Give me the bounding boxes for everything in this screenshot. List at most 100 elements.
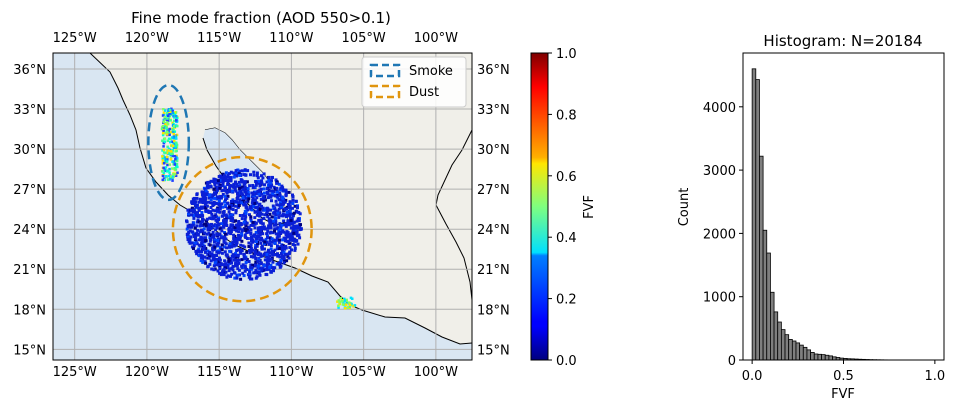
fvf-pixel bbox=[199, 256, 203, 260]
histogram-bar bbox=[777, 321, 782, 361]
fvf-pixel bbox=[339, 297, 342, 300]
fvf-pixel bbox=[208, 243, 212, 247]
fvf-pixel bbox=[245, 221, 249, 225]
fvf-pixel bbox=[239, 223, 243, 227]
fvf-pixel bbox=[336, 300, 339, 303]
fvf-pixel bbox=[265, 232, 269, 236]
fvf-pixel bbox=[281, 197, 285, 201]
fvf-pixel bbox=[235, 229, 239, 233]
fvf-pixel bbox=[287, 239, 291, 243]
fvf-pixel bbox=[196, 233, 200, 237]
fvf-pixel bbox=[229, 232, 233, 236]
fvf-pixel bbox=[209, 252, 212, 256]
fvf-pixel bbox=[261, 239, 265, 243]
histogram-bar bbox=[759, 155, 764, 361]
fvf-pixel bbox=[228, 242, 232, 246]
fvf-pixel bbox=[267, 262, 270, 266]
fvf-pixel bbox=[164, 109, 167, 112]
fvf-pixel bbox=[214, 253, 218, 257]
fvf-pixel bbox=[270, 183, 274, 187]
fvf-pixel bbox=[280, 244, 284, 248]
fvf-pixel bbox=[193, 202, 197, 206]
fvf-pixel bbox=[168, 178, 171, 181]
fvf-pixel bbox=[192, 208, 195, 212]
fvf-pixel bbox=[196, 214, 200, 218]
fvf-pixel bbox=[228, 213, 232, 216]
fvf-pixel bbox=[200, 241, 204, 245]
fvf-pixel bbox=[290, 232, 294, 236]
fvf-pixel bbox=[203, 231, 207, 235]
fvf-pixel bbox=[249, 228, 253, 232]
fvf-pixel bbox=[277, 215, 281, 219]
fvf-pixel bbox=[166, 119, 170, 123]
fvf-pixel bbox=[295, 231, 299, 235]
fvf-pixel bbox=[204, 201, 208, 205]
fvf-pixel bbox=[288, 241, 292, 245]
fvf-pixel bbox=[230, 213, 234, 217]
fvf-pixel bbox=[254, 206, 258, 210]
fvf-pixel bbox=[254, 244, 258, 247]
fvf-pixel bbox=[163, 115, 167, 119]
fvf-pixel bbox=[275, 186, 279, 190]
fvf-pixel bbox=[190, 206, 194, 210]
fvf-pixel bbox=[260, 204, 263, 208]
fvf-pixel bbox=[219, 234, 223, 238]
fvf-pixel bbox=[171, 144, 175, 148]
fvf-pixel bbox=[250, 208, 254, 212]
fvf-pixel bbox=[234, 264, 237, 268]
fvf-pixel bbox=[288, 238, 292, 241]
fvf-pixel bbox=[244, 257, 248, 261]
fvf-pixel bbox=[241, 213, 245, 217]
colorbar-tick-label: 0.6 bbox=[556, 170, 577, 185]
histogram-title: Histogram: N=20184 bbox=[763, 32, 922, 50]
fvf-pixel bbox=[168, 114, 172, 118]
fvf-pixel bbox=[278, 188, 282, 192]
fvf-pixel bbox=[247, 229, 250, 233]
fvf-pixel bbox=[236, 192, 239, 195]
fvf-pixel bbox=[270, 249, 274, 253]
fvf-pixel bbox=[170, 150, 173, 153]
histogram-bar bbox=[817, 353, 822, 361]
fvf-pixel bbox=[195, 196, 199, 200]
fvf-pixel bbox=[253, 250, 257, 254]
histogram-bar bbox=[766, 252, 771, 361]
histogram-bar bbox=[770, 291, 775, 361]
fvf-pixel bbox=[197, 220, 201, 224]
fvf-pixel bbox=[226, 178, 229, 182]
fvf-pixel bbox=[253, 185, 257, 189]
fvf-pixel bbox=[249, 223, 253, 227]
fvf-pixel bbox=[228, 185, 232, 189]
fvf-pixel bbox=[199, 221, 203, 225]
fvf-pixel bbox=[212, 187, 216, 191]
fvf-pixel bbox=[230, 266, 234, 270]
fvf-pixel bbox=[218, 207, 222, 211]
fvf-pixel bbox=[205, 204, 209, 208]
fvf-pixel bbox=[288, 200, 292, 204]
fvf-pixel bbox=[220, 248, 224, 252]
fvf-pixel bbox=[212, 203, 216, 207]
fvf-pixel bbox=[222, 245, 226, 249]
fvf-pixel bbox=[227, 210, 231, 214]
fvf-pixel bbox=[251, 248, 255, 252]
fvf-pixel bbox=[281, 238, 285, 242]
fvf-pixel bbox=[269, 189, 273, 193]
fvf-pixel bbox=[274, 220, 278, 224]
fvf-pixel bbox=[256, 176, 260, 180]
fvf-pixel bbox=[236, 168, 240, 172]
fvf-pixel bbox=[236, 273, 240, 277]
fvf-pixel bbox=[262, 264, 266, 268]
fvf-pixel bbox=[187, 240, 191, 244]
fvf-pixel bbox=[213, 191, 217, 195]
fvf-pixel bbox=[263, 240, 267, 244]
fvf-pixel bbox=[213, 183, 217, 187]
fvf-pixel bbox=[244, 229, 248, 233]
fvf-pixel bbox=[269, 244, 273, 248]
fvf-pixel bbox=[232, 237, 236, 241]
fvf-pixel bbox=[265, 206, 269, 210]
right-lat-tick-label: 27°N bbox=[477, 183, 510, 198]
fvf-pixel bbox=[247, 260, 251, 263]
fvf-pixel bbox=[246, 208, 250, 212]
fvf-pixel bbox=[224, 242, 228, 246]
fvf-pixel bbox=[240, 249, 244, 252]
colorbar-ticks: 0.0 0.2 0.4 0.6 0.8 1.0 bbox=[548, 47, 577, 369]
